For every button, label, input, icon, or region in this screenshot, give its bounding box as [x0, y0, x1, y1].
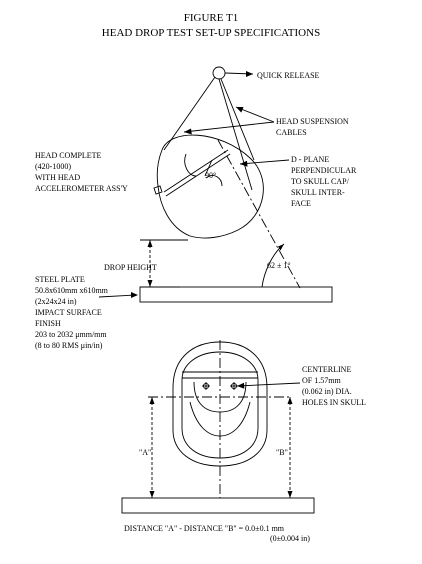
d-plane-label-5: FACE: [291, 199, 311, 208]
suspension-cables: [163, 76, 255, 191]
suspension-leaders: [183, 106, 275, 135]
front-centerlines: [148, 340, 292, 498]
steel-label-1: STEEL PLATE: [35, 275, 85, 284]
dimension-b: [287, 397, 293, 498]
head-label-2: (420-1000): [35, 162, 71, 171]
angle-62-label: 62 ± 1°: [267, 261, 291, 270]
drop-height-label: DROP HEIGHT: [104, 263, 157, 272]
head-label-4: ACCELEROMETER ASS'Y: [35, 184, 128, 193]
d-plane-centerline: [217, 139, 301, 289]
distance-label-1: DISTANCE "A" - DISTANCE "B" = 0.0±0.1 mm: [124, 524, 285, 533]
skull-holes: [202, 382, 238, 390]
steel-label-2: 50.8x610mm x610mm: [35, 286, 109, 295]
steel-label-6: 203 to 2032 μmm/mm: [35, 330, 107, 339]
angle-90-label: 90°: [205, 171, 216, 180]
headform-side: [153, 134, 264, 239]
d-plane-label-2: PERPENDICULAR: [291, 166, 357, 175]
centerline-label-2: OF 1.57mm: [302, 376, 341, 385]
steel-label-4: IMPACT SURFACE: [35, 308, 102, 317]
lower-steel-plate: [121, 497, 315, 514]
suspension-label-2: CABLES: [276, 128, 307, 137]
dimension-b-label: "B": [276, 448, 288, 457]
d-plane-label-4: SKULL INTER-: [291, 188, 345, 197]
centerline-label-4: HOLES IN SKULL: [302, 398, 366, 407]
steel-label-7: (8 to 80 RMS μin/in): [35, 341, 103, 350]
centerline-label-1: CENTERLINE: [302, 365, 351, 374]
d-plane-label-1: D - PLANE: [291, 155, 329, 164]
steel-plate-leader: [98, 292, 138, 298]
head-label-3: WITH HEAD: [35, 173, 80, 182]
d-plane-label-3: TO SKULL CAP/: [291, 177, 350, 186]
steel-plate: [139, 286, 333, 303]
angle-62-arc: [261, 243, 285, 288]
d-plane-leader: [239, 159, 290, 167]
quick-release-label: QUICK RELEASE: [257, 71, 320, 80]
dimension-a-label: "A": [139, 448, 151, 457]
dimension-a: [149, 397, 155, 498]
figure-title: FIGURE T1: [184, 12, 239, 24]
distance-label-2: (0±0.004 in): [270, 534, 310, 543]
figure-subtitle: HEAD DROP TEST SET-UP SPECIFICATIONS: [102, 27, 320, 39]
head-label-1: HEAD COMPLETE: [35, 151, 102, 160]
suspension-label-1: HEAD SUSPENSION: [276, 117, 349, 126]
arrow-head: [246, 71, 253, 77]
steel-label-3: (2x24x24 in): [35, 297, 77, 306]
centerline-leader: [236, 382, 301, 389]
centerline-label-3: (0.062 in) DIA.: [302, 387, 352, 396]
steel-label-5: FINISH: [35, 319, 61, 328]
